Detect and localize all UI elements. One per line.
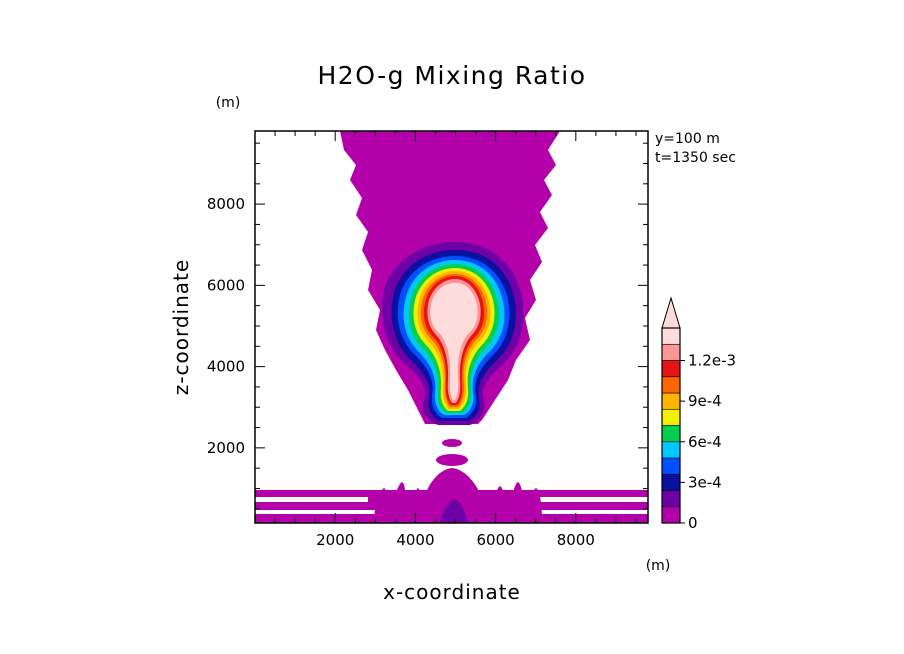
contour-surface-gap-2 <box>255 510 648 514</box>
contour-field <box>255 131 648 523</box>
y-tick-label: 6000 <box>207 276 245 294</box>
colorbar: 0 3e-4 6e-4 9e-4 1.2e-3 <box>661 296 736 532</box>
y-tick-label: 8000 <box>207 195 245 213</box>
colorbar-swatch <box>661 408 681 426</box>
chart-title: H2O-g Mixing Ratio <box>317 61 586 90</box>
colorbar-swatch <box>661 327 681 345</box>
contour-surface-bump <box>418 468 490 523</box>
x-tick-label: 4000 <box>396 531 434 549</box>
colorbar-label: 9e-4 <box>688 392 722 410</box>
colorbar-label: 3e-4 <box>688 473 722 491</box>
contour-blob-2 <box>436 454 468 466</box>
y-tick-label: 2000 <box>207 439 245 457</box>
colorbar-extend-max <box>661 296 681 329</box>
colorbar-label: 0 <box>688 514 698 532</box>
colorbar-swatch <box>661 360 681 378</box>
x-tick-label: 2000 <box>316 531 354 549</box>
x-tick-label: 6000 <box>477 531 515 549</box>
colorbar-label: 1.2e-3 <box>688 352 736 370</box>
annotation-t: t=1350 sec <box>655 150 736 166</box>
y-axis-label: z-coordinate <box>169 259 193 395</box>
annotation-y: y=100 m <box>655 131 720 147</box>
colorbar-label: 6e-4 <box>688 433 722 451</box>
x-axis-label: x-coordinate <box>383 580 521 604</box>
x-tick-label: 8000 <box>557 531 595 549</box>
contour-surface-fingers <box>374 482 542 523</box>
colorbar-swatch <box>661 392 681 410</box>
colorbar-swatch <box>661 343 681 361</box>
contour-core-pink <box>430 283 478 400</box>
colorbar-swatch <box>661 506 681 524</box>
contour-surface-gap-1 <box>255 497 648 502</box>
colorbar-swatch <box>661 376 681 394</box>
colorbar-swatch <box>661 425 681 443</box>
y-axis-unit: (m) <box>216 95 241 111</box>
colorbar-swatch <box>661 457 681 475</box>
y-tick-label: 4000 <box>207 358 245 376</box>
colorbar-swatch <box>661 490 681 508</box>
x-axis-unit: (m) <box>646 558 671 574</box>
plot-frame <box>254 130 649 524</box>
contour-surface-bump-inner <box>440 499 468 523</box>
colorbar-swatch <box>661 473 681 491</box>
colorbar-swatch <box>661 441 681 459</box>
contour-blob-1 <box>442 439 462 447</box>
colorbar-frame <box>661 327 681 524</box>
axis-ticks: 2000 4000 6000 8000 2000 4000 6000 8000 <box>207 131 648 549</box>
